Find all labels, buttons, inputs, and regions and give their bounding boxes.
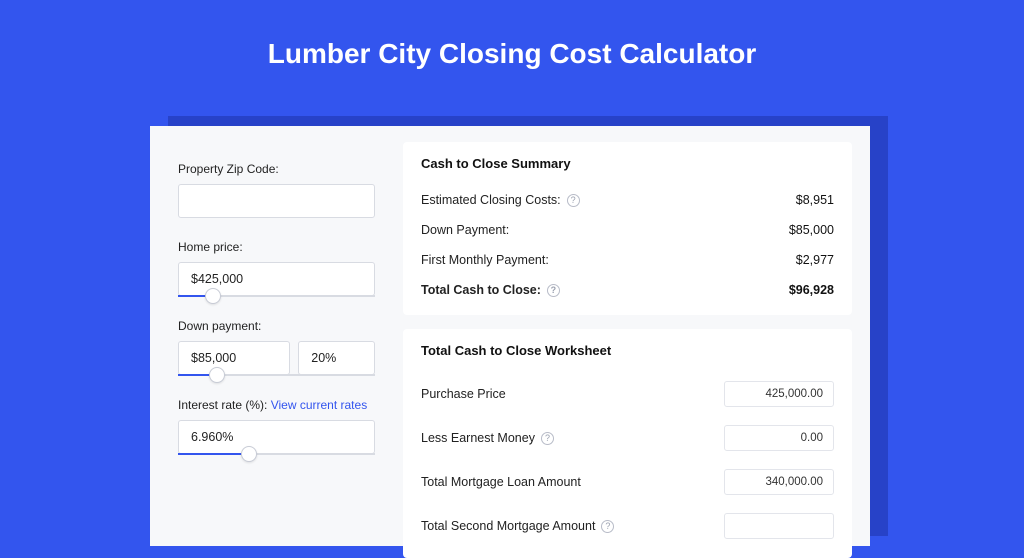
summary-section: Cash to Close Summary Estimated Closing …: [403, 142, 852, 315]
down-payment-label: Down payment:: [178, 319, 375, 333]
down-payment-slider[interactable]: [178, 374, 375, 376]
zip-field-group: Property Zip Code:: [178, 162, 375, 218]
interest-rate-field-group: Interest rate (%): View current rates: [178, 398, 375, 455]
calculator-card: Property Zip Code: Home price: Down paym…: [150, 126, 870, 546]
down-payment-field-group: Down payment:: [178, 319, 375, 376]
summary-row-label: Down Payment:: [421, 223, 509, 237]
help-icon[interactable]: ?: [547, 284, 560, 297]
worksheet-value-box[interactable]: 340,000.00: [724, 469, 834, 495]
worksheet-row: Total Second Mortgage Amount?: [421, 504, 834, 548]
worksheet-row: Purchase Price 425,000.00: [421, 372, 834, 416]
home-price-field-group: Home price:: [178, 240, 375, 297]
inputs-panel: Property Zip Code: Home price: Down paym…: [150, 126, 395, 546]
home-price-slider-thumb[interactable]: [205, 288, 221, 304]
home-price-slider[interactable]: [178, 295, 375, 297]
down-payment-amount-input[interactable]: [178, 341, 290, 375]
view-rates-link[interactable]: View current rates: [271, 398, 368, 412]
summary-row: Down Payment: $85,000: [421, 215, 834, 245]
help-icon[interactable]: ?: [567, 194, 580, 207]
summary-row-label: Estimated Closing Costs:: [421, 193, 561, 207]
zip-input[interactable]: [178, 184, 375, 218]
worksheet-row-label: Less Earnest Money: [421, 431, 535, 445]
worksheet-value-box[interactable]: 0.00: [724, 425, 834, 451]
interest-rate-slider-thumb[interactable]: [241, 446, 257, 462]
worksheet-value-box[interactable]: 425,000.00: [724, 381, 834, 407]
worksheet-row-label: Total Second Mortgage Amount: [421, 519, 595, 533]
summary-row-value: $2,977: [796, 253, 834, 267]
interest-rate-input[interactable]: [178, 420, 375, 454]
help-icon[interactable]: ?: [601, 520, 614, 533]
worksheet-title: Total Cash to Close Worksheet: [421, 343, 834, 358]
summary-row-label: Total Cash to Close:: [421, 283, 541, 297]
summary-title: Cash to Close Summary: [421, 156, 834, 171]
summary-row-value: $8,951: [796, 193, 834, 207]
down-payment-percent-input[interactable]: [298, 341, 375, 375]
down-payment-slider-thumb[interactable]: [209, 367, 225, 383]
worksheet-row-label: Purchase Price: [421, 387, 506, 401]
summary-row: Estimated Closing Costs:? $8,951: [421, 185, 834, 215]
worksheet-row: Total Mortgage Loan Amount 340,000.00: [421, 460, 834, 504]
summary-row: First Monthly Payment: $2,977: [421, 245, 834, 275]
interest-rate-slider[interactable]: [178, 453, 375, 455]
worksheet-row: Less Earnest Money? 0.00: [421, 416, 834, 460]
interest-rate-slider-fill: [178, 453, 249, 455]
worksheet-row-label: Total Mortgage Loan Amount: [421, 475, 581, 489]
summary-row: Total Cash to Close:? $96,928: [421, 275, 834, 305]
worksheet-value-box[interactable]: [724, 513, 834, 539]
page-title: Lumber City Closing Cost Calculator: [0, 0, 1024, 94]
home-price-label: Home price:: [178, 240, 375, 254]
interest-rate-label-text: Interest rate (%):: [178, 398, 271, 412]
worksheet-section: Total Cash to Close Worksheet Purchase P…: [403, 329, 852, 558]
summary-row-value: $96,928: [789, 283, 834, 297]
help-icon[interactable]: ?: [541, 432, 554, 445]
interest-rate-label: Interest rate (%): View current rates: [178, 398, 375, 412]
zip-label: Property Zip Code:: [178, 162, 375, 176]
results-panel: Cash to Close Summary Estimated Closing …: [395, 126, 870, 546]
summary-row-label: First Monthly Payment:: [421, 253, 549, 267]
summary-row-value: $85,000: [789, 223, 834, 237]
